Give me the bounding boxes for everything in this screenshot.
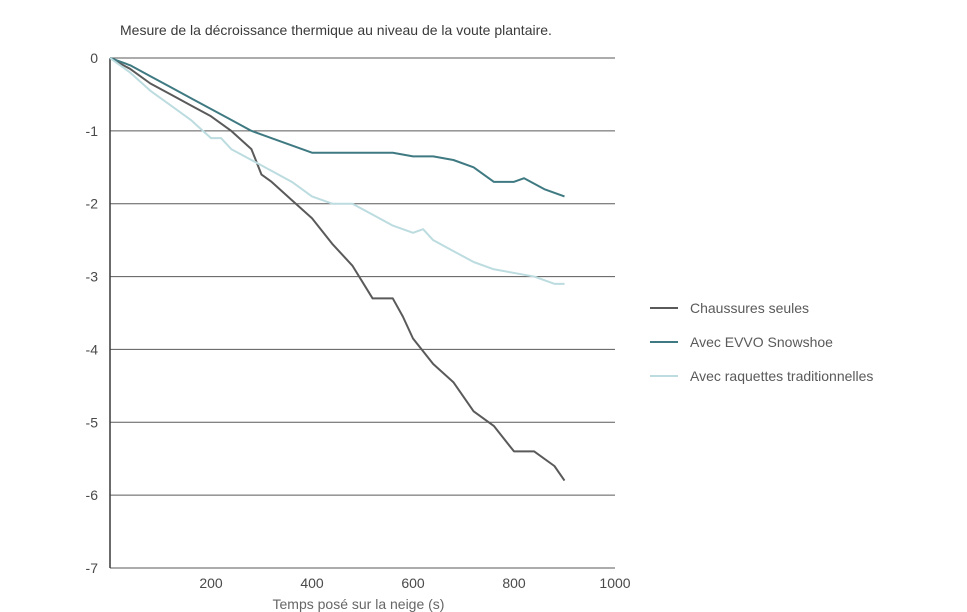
series-line-1 — [110, 58, 565, 196]
x-tick-label: 400 — [300, 575, 324, 591]
thermal-decay-chart: Mesure de la décroissance thermique au n… — [0, 0, 967, 600]
legend-label: Avec EVVO Snowshoe — [690, 334, 833, 350]
chart-title: Mesure de la décroissance thermique au n… — [120, 22, 552, 38]
plot-area: 0-1-2-3-4-5-6-72004006008001000 — [110, 58, 615, 568]
x-tick-label: 800 — [502, 575, 526, 591]
y-tick-label: -7 — [86, 560, 99, 576]
legend-swatch — [650, 307, 678, 309]
legend-label: Chaussures seules — [690, 300, 809, 316]
legend-label: Avec raquettes traditionnelles — [690, 368, 873, 384]
x-tick-label: 200 — [199, 575, 223, 591]
y-tick-label: -4 — [86, 341, 99, 357]
legend-swatch — [650, 341, 678, 343]
legend: Chaussures seules Avec EVVO Snowshoe Avec … — [650, 300, 873, 402]
legend-item-0: Chaussures seules — [650, 300, 873, 316]
legend-item-2: Avec raquettes traditionnelles — [650, 368, 873, 384]
y-tick-label: -2 — [86, 196, 99, 212]
x-tick-label: 1000 — [599, 575, 630, 591]
legend-item-1: Avec EVVO Snowshoe — [650, 334, 873, 350]
legend-swatch — [650, 375, 678, 377]
y-tick-label: -5 — [86, 414, 99, 430]
y-tick-label: -1 — [86, 123, 99, 139]
y-tick-label: -3 — [86, 269, 99, 285]
x-tick-label: 600 — [401, 575, 425, 591]
x-axis-label: Temps posé sur la neige (s) — [273, 596, 445, 612]
y-tick-label: -6 — [86, 487, 99, 503]
y-tick-label: 0 — [90, 50, 98, 66]
